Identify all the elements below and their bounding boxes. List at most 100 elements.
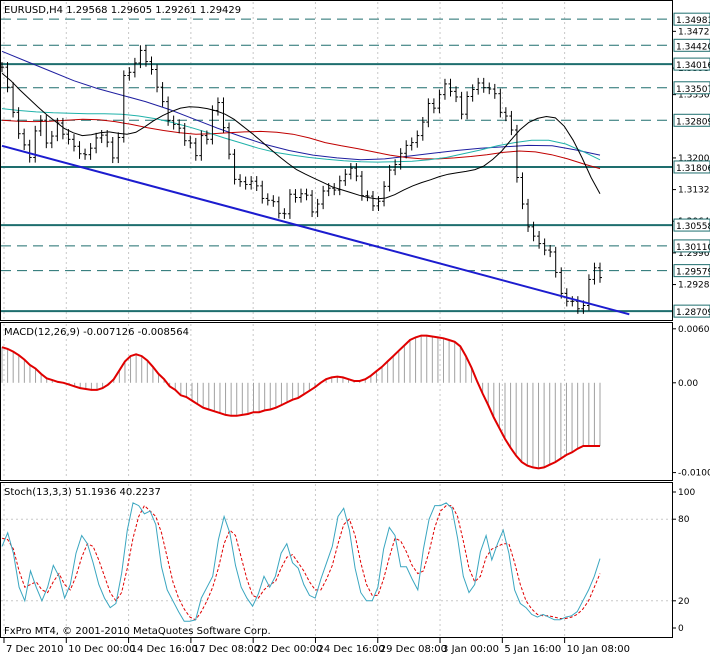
price-bar xyxy=(537,231,542,249)
price-bar xyxy=(160,82,165,107)
time-label: 10 Jan 08:00 xyxy=(567,644,630,655)
level-label-box xyxy=(673,57,710,71)
time-label: 17 Dec 08:00 xyxy=(193,644,260,655)
stoch-tick-label: 100 xyxy=(678,488,695,498)
time-label: 29 Dec 08:00 xyxy=(380,644,447,655)
level-label: 1.31806 xyxy=(676,164,710,174)
price-tick-label: 1.32000 xyxy=(678,154,710,164)
price-bar xyxy=(415,130,420,148)
level-label: 1.29579 xyxy=(676,268,710,278)
time-label: 22 Dec 00:00 xyxy=(255,644,322,655)
price-bar xyxy=(509,110,514,136)
trend-line[interactable] xyxy=(1,144,630,316)
macd-label: MACD(12,26,9) -0.007126 -0.008564 xyxy=(4,327,189,338)
level-label: 1.30558 xyxy=(676,222,710,232)
price-bar xyxy=(265,193,270,206)
macd-signal-line xyxy=(1,334,600,470)
price-bar xyxy=(171,115,176,130)
price-bar xyxy=(204,130,209,145)
ma-slowest-line xyxy=(1,50,601,161)
level-label: 1.34981 xyxy=(676,16,710,26)
macd-axis: 0.00606 0.00 -0.01008 xyxy=(672,325,710,479)
level-label-box xyxy=(673,264,710,278)
macd-histogram xyxy=(1,335,601,469)
price-bar xyxy=(254,176,259,191)
price-bar xyxy=(520,172,525,210)
price-bar xyxy=(177,119,182,134)
price-bar xyxy=(199,130,204,161)
price-bar xyxy=(182,123,187,146)
stoch-tick-label: 0 xyxy=(678,624,684,634)
symbol-title: EURUSD,H4 1.29568 1.29605 1.29261 1.2942… xyxy=(4,5,241,16)
time-label: 14 Dec 16:00 xyxy=(131,644,198,655)
stoch-axis: 100 80 20 0 xyxy=(672,488,695,634)
price-bar xyxy=(503,107,508,122)
price-bar xyxy=(66,129,71,145)
price-bar xyxy=(553,246,558,278)
price-tick-label: 1.31320 xyxy=(678,186,710,196)
price-bar xyxy=(431,98,436,114)
price-bar xyxy=(227,122,232,160)
price-bar xyxy=(310,190,315,218)
ma-mid-line xyxy=(1,108,601,163)
price-bar xyxy=(459,91,464,120)
price-bar xyxy=(492,83,497,99)
price-bar xyxy=(33,125,38,163)
price-bar xyxy=(409,137,414,151)
price-bar xyxy=(121,70,126,143)
level-label: 1.34016 xyxy=(676,61,710,71)
price-bar xyxy=(348,163,353,180)
price-bar xyxy=(337,175,342,196)
price-bar xyxy=(5,62,10,93)
price-bar xyxy=(116,132,121,164)
price-bar xyxy=(393,159,398,176)
price-bar xyxy=(22,128,27,151)
price-bar xyxy=(498,88,503,118)
price-bar xyxy=(332,183,337,196)
price-bars xyxy=(0,45,602,314)
price-bar xyxy=(260,180,265,204)
stoch-panel-frame xyxy=(0,482,673,638)
copyright-footer: FxPro MT4, © 2001-2010 MetaQuotes Softwa… xyxy=(4,626,271,637)
stoch-tick-label: 20 xyxy=(678,597,690,607)
price-bar xyxy=(382,181,387,207)
price-bar xyxy=(276,196,281,219)
price-bar xyxy=(44,115,49,149)
price-bar xyxy=(166,96,171,126)
level-label-box xyxy=(673,12,710,26)
price-bar xyxy=(193,137,198,161)
level-label: 1.30110 xyxy=(676,243,710,253)
price-bar xyxy=(105,130,110,148)
price-bar xyxy=(249,176,254,190)
price-bar xyxy=(49,130,54,149)
price-bar xyxy=(465,91,470,120)
time-label: 10 Dec 00:00 xyxy=(68,644,135,655)
price-bar xyxy=(83,148,88,160)
price-bar xyxy=(143,45,148,67)
price-bar xyxy=(149,56,154,75)
price-bar xyxy=(155,64,160,93)
price-bar xyxy=(215,97,220,116)
stoch-main-line xyxy=(1,502,601,622)
time-label: 24 Dec 16:00 xyxy=(317,644,384,655)
price-bar xyxy=(127,67,132,81)
price-bar xyxy=(398,148,403,170)
price-bar xyxy=(188,135,193,149)
price-bar xyxy=(476,77,481,95)
horizontal-levels[interactable] xyxy=(1,18,672,313)
price-bar xyxy=(238,174,243,187)
price-bar xyxy=(354,163,359,182)
price-bar xyxy=(210,105,215,145)
price-tick-label: 1.33360 xyxy=(678,91,710,101)
level-label: 1.33507 xyxy=(676,85,710,95)
price-bar xyxy=(27,139,32,163)
price-panel-frame xyxy=(0,0,673,321)
price-bar xyxy=(11,82,16,118)
price-bar xyxy=(55,117,60,142)
price-bar xyxy=(110,136,115,164)
stoch-levels xyxy=(1,518,672,602)
macd-tick-label: -0.01008 xyxy=(678,469,710,479)
level-labels: 1.34981 1.34420 1.34016 1.33507 1.32809 1.318… xyxy=(673,12,710,318)
macd-panel-frame xyxy=(0,322,673,481)
